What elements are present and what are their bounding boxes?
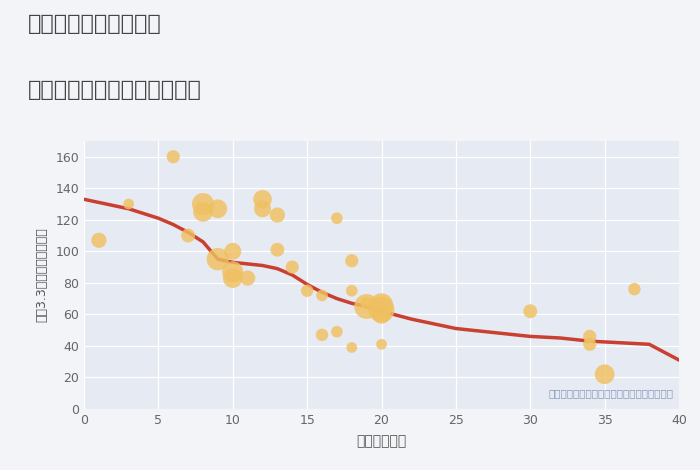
Point: [361, 303, 372, 310]
Point: [183, 232, 194, 239]
Point: [361, 299, 372, 307]
Text: 円の大きさは、取引のあった物件面積を示す: 円の大きさは、取引のあった物件面積を示す: [548, 388, 673, 398]
Point: [257, 205, 268, 212]
Point: [227, 248, 238, 255]
X-axis label: 築年数（年）: 築年数（年）: [356, 434, 407, 448]
Point: [629, 285, 640, 293]
Point: [242, 274, 253, 282]
Point: [123, 200, 134, 208]
Point: [346, 287, 357, 295]
Text: 築年数別中古マンション価格: 築年数別中古マンション価格: [28, 80, 202, 100]
Point: [287, 263, 298, 271]
Point: [212, 205, 223, 212]
Point: [93, 236, 104, 244]
Point: [272, 212, 283, 219]
Point: [584, 333, 595, 340]
Point: [376, 306, 387, 313]
Point: [272, 246, 283, 253]
Point: [168, 153, 179, 161]
Point: [376, 301, 387, 309]
Point: [376, 341, 387, 348]
Point: [257, 196, 268, 203]
Point: [584, 341, 595, 348]
Point: [346, 257, 357, 265]
Point: [197, 200, 209, 208]
Point: [227, 268, 238, 275]
Point: [331, 214, 342, 222]
Point: [346, 344, 357, 351]
Point: [197, 208, 209, 216]
Point: [316, 292, 328, 299]
Y-axis label: 坪（3.3㎡）単価（万円）: 坪（3.3㎡）単価（万円）: [35, 227, 48, 322]
Point: [376, 311, 387, 318]
Point: [331, 328, 342, 336]
Text: 奈良県奈良市青垣台の: 奈良県奈良市青垣台の: [28, 14, 162, 34]
Point: [302, 287, 313, 295]
Point: [227, 274, 238, 282]
Point: [316, 331, 328, 338]
Point: [525, 307, 536, 315]
Point: [212, 255, 223, 263]
Point: [599, 370, 610, 378]
